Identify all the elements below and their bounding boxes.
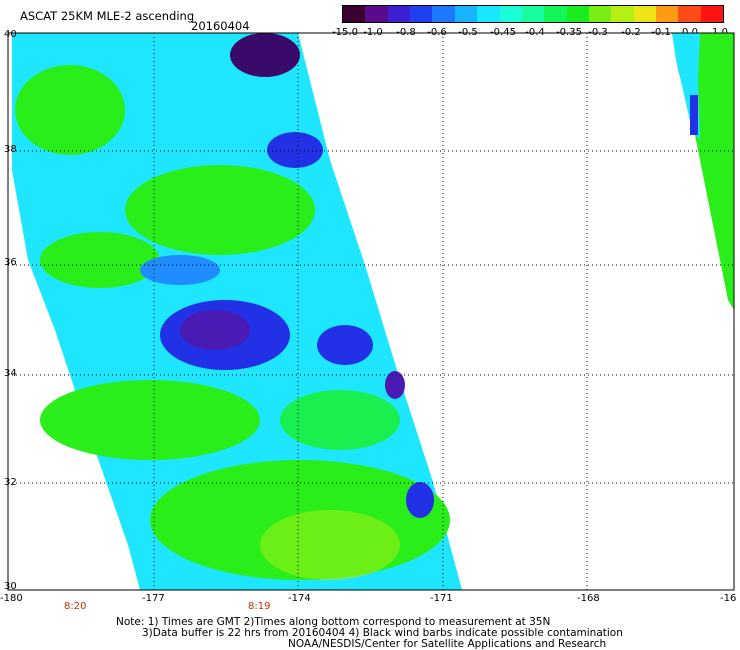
colorbar-segment xyxy=(343,6,366,22)
wind-patch xyxy=(406,482,434,518)
colorbar xyxy=(342,5,724,23)
colorbar-segment xyxy=(410,6,433,22)
colorbar-segment xyxy=(633,6,657,22)
swath-right xyxy=(672,33,734,310)
colorbar-segment xyxy=(678,6,701,22)
wind-patch xyxy=(267,132,323,168)
lon-label: -177 xyxy=(142,593,165,604)
product-title: ASCAT 25KM MLE-2 ascending xyxy=(20,9,195,23)
lat-label: 40 xyxy=(4,29,17,40)
lat-label: 38 xyxy=(4,144,17,155)
lat-label: 32 xyxy=(4,477,17,488)
wind-patch xyxy=(385,371,405,399)
product-date: 20160404 xyxy=(191,19,250,33)
colorbar-segment xyxy=(365,6,388,22)
wind-patch xyxy=(260,510,400,580)
note-line-1: Note: 1) Times are GMT 2)Times along bot… xyxy=(116,616,551,628)
colorbar-segment xyxy=(611,6,634,22)
wind-patch xyxy=(160,50,260,130)
colorbar-segment xyxy=(387,6,411,22)
colorbar-segment xyxy=(656,6,679,22)
colorbar-segment xyxy=(499,6,522,22)
lon-label: -180 xyxy=(0,593,23,604)
swath-right-blue xyxy=(690,95,698,135)
time-label: 8:19 xyxy=(248,601,270,612)
wind-patch xyxy=(280,390,400,450)
colorbar-segment xyxy=(700,6,723,22)
lon-label: -174 xyxy=(288,593,311,604)
colorbar-segment xyxy=(432,6,455,22)
lon-label: -16 xyxy=(720,593,736,604)
note-line-2: 3)Data buffer is 22 hrs from 20160404 4)… xyxy=(142,627,623,639)
lat-label: 30 xyxy=(4,581,17,592)
map-frame xyxy=(7,32,735,591)
wind-patch xyxy=(40,380,260,460)
colorbar-segment xyxy=(521,6,545,22)
wind-patch xyxy=(140,255,220,285)
lat-label: 36 xyxy=(4,257,17,268)
colorbar-segment xyxy=(477,6,500,22)
wind-patch xyxy=(125,165,315,255)
wind-patch xyxy=(317,325,373,365)
note-line-3: NOAA/NESDIS/Center for Satellite Applica… xyxy=(288,638,607,650)
colorbar-segment xyxy=(544,6,567,22)
lat-label: 34 xyxy=(4,368,17,379)
wind-swath xyxy=(12,33,734,590)
time-label: 8:20 xyxy=(64,601,86,612)
wind-patch xyxy=(180,310,250,350)
lon-label: -168 xyxy=(577,593,600,604)
colorbar-segment xyxy=(566,6,589,22)
wind-patch xyxy=(15,65,125,155)
graticule xyxy=(8,33,734,590)
lon-label: -171 xyxy=(430,593,453,604)
wind-patch xyxy=(40,232,160,288)
colorbar-segment xyxy=(588,6,612,22)
wind-patch xyxy=(230,33,300,77)
colorbar-segment xyxy=(454,6,478,22)
